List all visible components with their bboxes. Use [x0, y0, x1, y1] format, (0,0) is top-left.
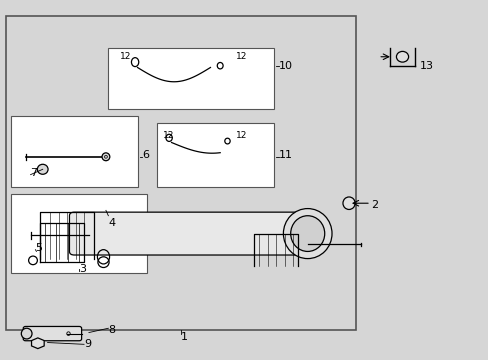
Text: 5: 5: [35, 243, 42, 253]
Text: 13: 13: [419, 61, 433, 71]
Ellipse shape: [290, 216, 324, 251]
Text: 8: 8: [108, 325, 115, 335]
Text: 11: 11: [278, 150, 292, 160]
Text: 12: 12: [163, 131, 175, 140]
Ellipse shape: [102, 153, 110, 161]
FancyBboxPatch shape: [69, 212, 312, 255]
Text: 9: 9: [84, 339, 91, 349]
Text: 2: 2: [370, 200, 377, 210]
Bar: [157, 123, 273, 187]
Bar: [6, 16, 356, 330]
Ellipse shape: [104, 156, 107, 158]
Ellipse shape: [342, 197, 354, 210]
Text: 6: 6: [142, 150, 149, 160]
Ellipse shape: [396, 51, 408, 62]
Text: 12: 12: [120, 52, 131, 61]
Ellipse shape: [283, 208, 331, 258]
Text: 4: 4: [108, 218, 115, 228]
Text: 1: 1: [181, 332, 188, 342]
Ellipse shape: [21, 328, 32, 339]
Text: 12: 12: [236, 131, 247, 140]
Text: 10: 10: [278, 61, 292, 71]
Text: 7: 7: [30, 168, 38, 178]
Bar: [11, 116, 137, 187]
Bar: [108, 48, 273, 109]
FancyBboxPatch shape: [23, 327, 81, 341]
Text: 12: 12: [236, 52, 247, 61]
Text: 3: 3: [79, 264, 86, 274]
Bar: [11, 194, 147, 273]
Ellipse shape: [37, 164, 48, 174]
